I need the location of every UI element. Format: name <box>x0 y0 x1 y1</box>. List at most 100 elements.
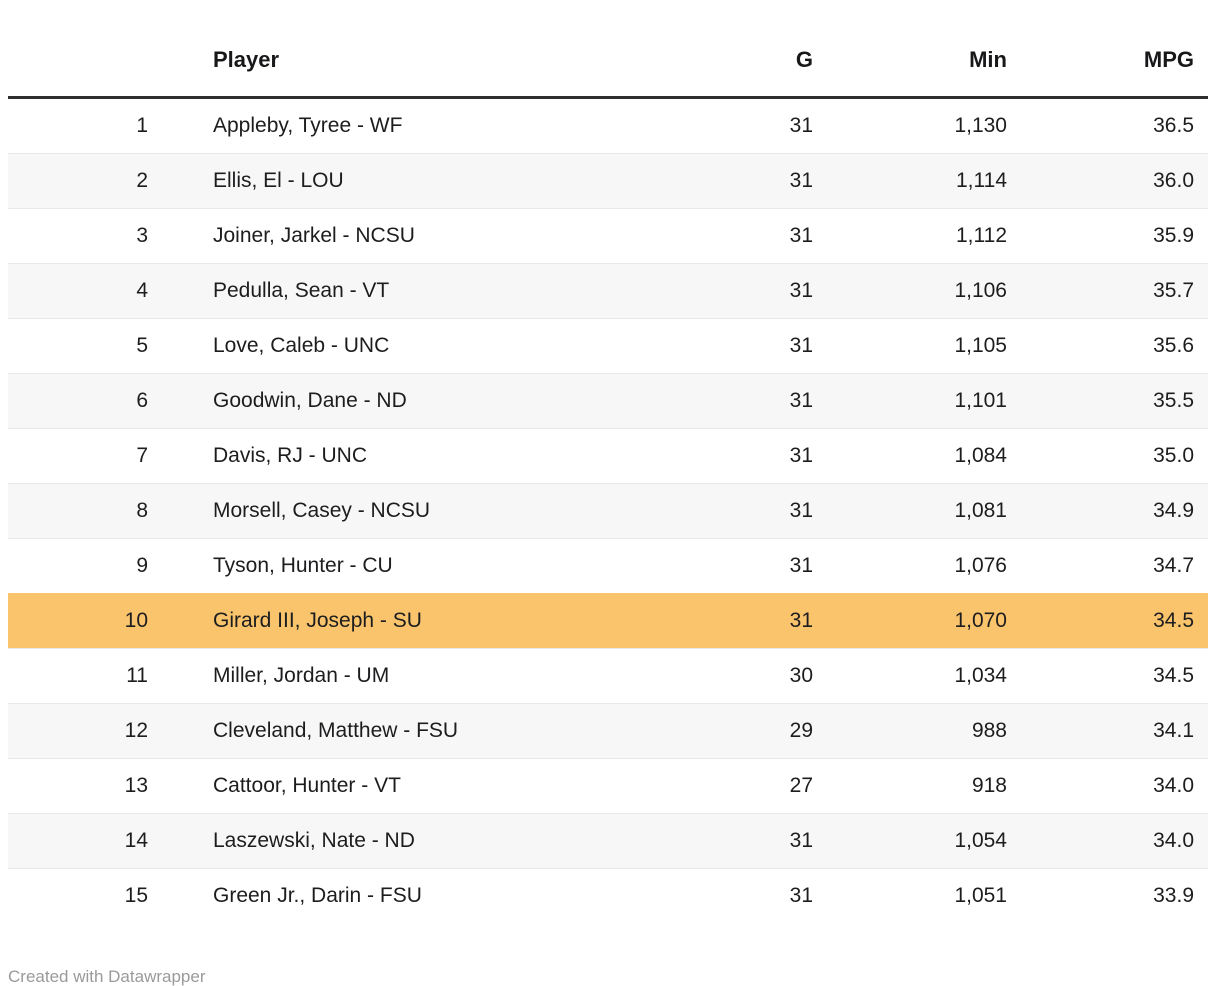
rank-cell: 15 <box>8 868 148 923</box>
table-row: 1 Appleby, Tyree - WF 31 1,130 36.5 <box>8 98 1208 154</box>
mpg-cell: 33.9 <box>1007 868 1208 923</box>
games-cell: 27 <box>658 758 813 814</box>
table-row: 6 Goodwin, Dane - ND 31 1,101 35.5 <box>8 373 1208 429</box>
column-header-g: G <box>658 0 813 99</box>
player-cell: Tyson, Hunter - CU <box>148 538 658 594</box>
player-cell: Love, Caleb - UNC <box>148 318 658 374</box>
minutes-cell: 1,130 <box>954 114 1007 137</box>
mpg-cell: 34.1 <box>1007 703 1208 759</box>
games-cell: 31 <box>658 813 813 869</box>
games-cell: 30 <box>658 648 813 704</box>
table-row: 7 Davis, RJ - UNC 31 1,084 35.0 <box>8 428 1208 484</box>
games-cell: 29 <box>658 703 813 759</box>
rank-cell: 6 <box>8 373 148 429</box>
column-header-player: Player <box>148 0 658 99</box>
table-row: 10 Girard III, Joseph - SU 31 1,070 34.5 <box>8 593 1208 649</box>
rank-cell: 14 <box>8 813 148 869</box>
mpg-cell: 34.5 <box>1007 593 1208 649</box>
table-row: 11 Miller, Jordan - UM 30 1,034 34.5 <box>8 648 1208 704</box>
games-cell: 31 <box>658 208 813 264</box>
rank-cell: 12 <box>8 703 148 759</box>
minutes-cell: 1,084 <box>813 428 1007 484</box>
games-cell: 31 <box>658 263 813 319</box>
players-minutes-table: Player G Min MPG 1 Appleby, Tyree - WF 3… <box>8 0 1208 923</box>
minutes-cell: 1,106 <box>813 263 1007 319</box>
table-row: 2 Ellis, El - LOU 31 1,114 36.0 <box>8 153 1208 209</box>
player-cell: Cattoor, Hunter - VT <box>148 758 658 814</box>
column-header-rank <box>8 0 148 99</box>
table-row: 13 Cattoor, Hunter - VT 27 918 34.0 <box>8 758 1208 814</box>
rank-cell: 13 <box>8 758 148 814</box>
player-cell: Girard III, Joseph - SU <box>148 593 658 649</box>
mpg-cell: 35.6 <box>1007 318 1208 374</box>
column-header-min: Min <box>813 0 1007 99</box>
games-cell: 31 <box>658 373 813 429</box>
datawrapper-attribution-link[interactable]: Created with Datawrapper <box>8 967 206 986</box>
player-cell: Goodwin, Dane - ND <box>148 373 658 429</box>
minutes-cell: 1,105 <box>813 318 1007 374</box>
rank-cell: 5 <box>8 318 148 374</box>
games-cell: 31 <box>658 538 813 594</box>
player-cell: Appleby, Tyree - WF <box>213 114 403 137</box>
minutes-cell: 988 <box>813 703 1007 759</box>
table-row: 8 Morsell, Casey - NCSU 31 1,081 34.9 <box>8 483 1208 539</box>
mpg-cell: 35.5 <box>1007 373 1208 429</box>
minutes-cell: 1,051 <box>813 868 1007 923</box>
table-header: Player G Min MPG <box>8 0 1208 99</box>
mpg-cell: 36.5 <box>1153 114 1194 137</box>
mpg-cell: 36.0 <box>1007 153 1208 209</box>
attribution: Created with Datawrapper <box>8 967 1208 986</box>
games-cell: 31 <box>658 483 813 539</box>
minutes-cell: 1,112 <box>813 208 1007 264</box>
minutes-cell: 1,114 <box>813 153 1007 209</box>
table-row: 3 Joiner, Jarkel - NCSU 31 1,112 35.9 <box>8 208 1208 264</box>
rank-cell: 9 <box>8 538 148 594</box>
table-row: 15 Green Jr., Darin - FSU 31 1,051 33.9 <box>8 868 1208 923</box>
player-cell: Ellis, El - LOU <box>148 153 658 209</box>
minutes-cell: 1,101 <box>813 373 1007 429</box>
table-body: 1 Appleby, Tyree - WF 31 1,130 36.5 2 El… <box>8 98 1208 923</box>
rank-cell: 4 <box>8 263 148 319</box>
table-row: 12 Cleveland, Matthew - FSU 29 988 34.1 <box>8 703 1208 759</box>
table-row: 5 Love, Caleb - UNC 31 1,105 35.6 <box>8 318 1208 374</box>
minutes-cell: 1,081 <box>813 483 1007 539</box>
player-cell: Joiner, Jarkel - NCSU <box>148 208 658 264</box>
player-cell: Laszewski, Nate - ND <box>148 813 658 869</box>
games-cell: 31 <box>789 114 813 137</box>
games-cell: 31 <box>658 593 813 649</box>
mpg-cell: 35.9 <box>1007 208 1208 264</box>
mpg-cell: 34.0 <box>1007 758 1208 814</box>
rank-cell: 10 <box>8 593 148 649</box>
player-cell: Morsell, Casey - NCSU <box>148 483 658 539</box>
rank-cell: 3 <box>8 208 148 264</box>
column-header-mpg: MPG <box>1007 0 1208 99</box>
player-cell: Miller, Jordan - UM <box>148 648 658 704</box>
rank-cell: 11 <box>8 648 148 704</box>
player-cell: Davis, RJ - UNC <box>148 428 658 484</box>
games-cell: 31 <box>658 318 813 374</box>
player-cell: Cleveland, Matthew - FSU <box>148 703 658 759</box>
mpg-cell: 35.0 <box>1007 428 1208 484</box>
player-cell: Green Jr., Darin - FSU <box>148 868 658 923</box>
rank-cell: 2 <box>8 153 148 209</box>
table-row: 14 Laszewski, Nate - ND 31 1,054 34.0 <box>8 813 1208 869</box>
mpg-cell: 34.0 <box>1007 813 1208 869</box>
rank-cell: 7 <box>8 428 148 484</box>
rank-cell: 1 <box>136 114 148 137</box>
minutes-cell: 1,034 <box>813 648 1007 704</box>
minutes-cell: 1,070 <box>813 593 1007 649</box>
games-cell: 31 <box>658 428 813 484</box>
minutes-cell: 918 <box>813 758 1007 814</box>
table-row: 9 Tyson, Hunter - CU 31 1,076 34.7 <box>8 538 1208 594</box>
minutes-cell: 1,076 <box>813 538 1007 594</box>
table-row: 4 Pedulla, Sean - VT 31 1,106 35.7 <box>8 263 1208 319</box>
mpg-cell: 34.5 <box>1007 648 1208 704</box>
player-cell: Pedulla, Sean - VT <box>148 263 658 319</box>
mpg-cell: 35.7 <box>1007 263 1208 319</box>
rank-cell: 8 <box>8 483 148 539</box>
minutes-cell: 1,054 <box>813 813 1007 869</box>
games-cell: 31 <box>658 868 813 923</box>
mpg-cell: 34.7 <box>1007 538 1208 594</box>
games-cell: 31 <box>658 153 813 209</box>
